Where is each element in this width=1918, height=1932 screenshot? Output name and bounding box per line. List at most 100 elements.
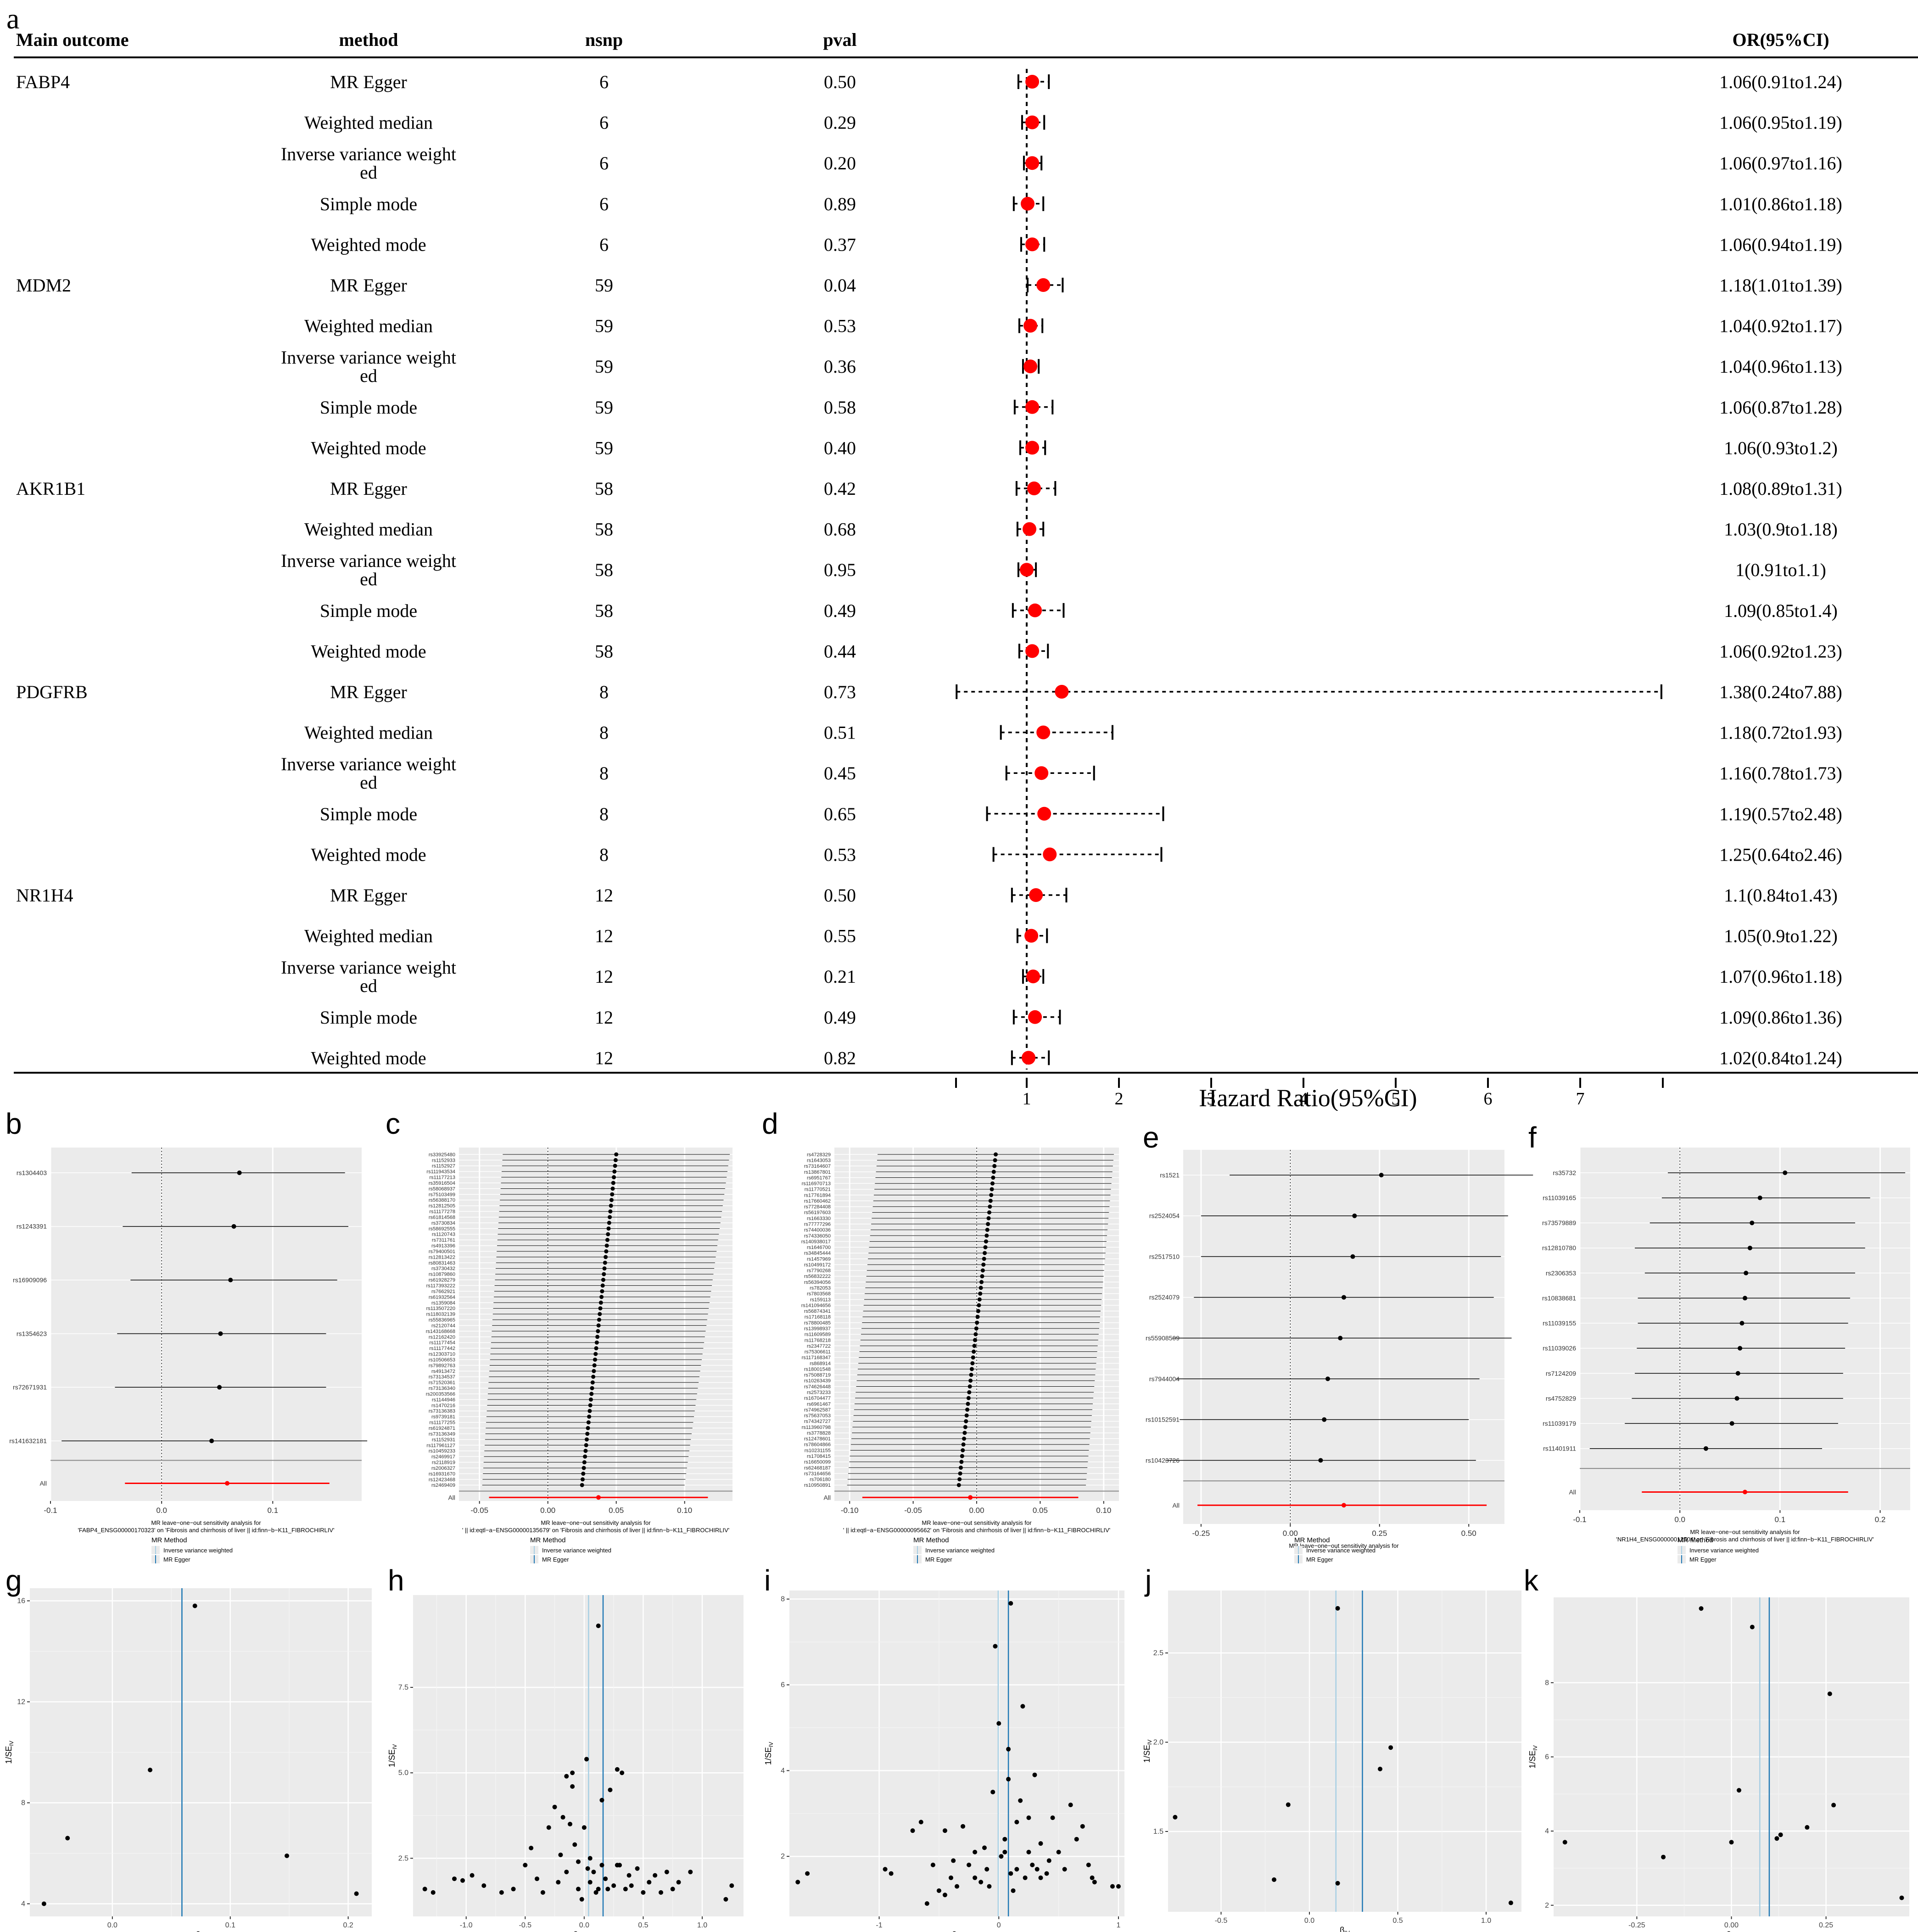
snp-label: rs12423468	[429, 1477, 455, 1483]
or-point	[1020, 563, 1034, 577]
x-tick-label: 1	[1117, 1921, 1121, 1929]
axis-tick-label: 4	[1299, 1089, 1308, 1109]
axis-tick-label: 1	[1023, 1089, 1031, 1109]
plot-title: MR leave−one−out sensitivity analysis fo…	[922, 1519, 1032, 1526]
data-point	[1116, 1884, 1121, 1889]
snp-point	[588, 1397, 593, 1402]
pval-value: 0.45	[824, 763, 856, 784]
snp-label: rs56874341	[804, 1309, 831, 1314]
data-point	[1050, 1815, 1055, 1820]
method-label: Inverse variance weight ed	[281, 957, 456, 996]
loo-panel-c: c rs33925480rs1152933rs1152927rs111943534…	[386, 1107, 733, 1534]
y-tick-label: 2	[781, 1853, 785, 1860]
legend-title: MR Method	[1294, 1536, 1330, 1544]
snp-point	[237, 1170, 242, 1175]
data-point	[585, 1866, 590, 1871]
data-point	[1562, 1840, 1567, 1845]
snp-label: rs706180	[810, 1477, 831, 1483]
all-label: All	[1172, 1501, 1180, 1509]
snp-label: rs61928279	[429, 1277, 455, 1283]
snp-point	[606, 1232, 610, 1237]
pval-value: 0.04	[824, 275, 856, 296]
all-point	[968, 1495, 973, 1500]
snp-label: rs2469409	[431, 1483, 455, 1488]
data-point	[564, 1774, 569, 1779]
axis-tick-label: 6	[1484, 1089, 1493, 1109]
snp-label: rs113507220	[426, 1306, 455, 1311]
data-point	[664, 1870, 669, 1875]
or-point	[1026, 969, 1040, 984]
snp-label: rs3730432	[431, 1266, 455, 1271]
data-point	[1034, 1867, 1040, 1872]
data-point	[470, 1873, 475, 1878]
snp-point	[594, 1346, 598, 1350]
snp-point	[1352, 1213, 1357, 1218]
method-label: Weighted median	[304, 519, 433, 540]
data-point	[1002, 1849, 1007, 1854]
snp-label: rs2469917	[431, 1454, 455, 1460]
snp-point	[601, 1277, 605, 1282]
all-point	[225, 1481, 230, 1486]
snp-label: rs18001548	[804, 1366, 831, 1372]
nsnp-value: 8	[599, 763, 609, 784]
or-ci-text: 1.08(0.89to1.31)	[1719, 478, 1842, 499]
data-point	[552, 1804, 557, 1809]
all-point	[596, 1495, 601, 1500]
snp-point	[990, 1181, 995, 1186]
data-point	[641, 1890, 646, 1895]
snp-label: rs73579889	[1542, 1219, 1576, 1226]
snp-point	[957, 1477, 962, 1482]
data-point	[1805, 1825, 1810, 1830]
snp-point	[603, 1260, 607, 1265]
snp-label: rs56832222	[804, 1274, 831, 1279]
plot-subtitle: ' || id:eqtl−a−ENSG00000095662' on 'Fibr…	[843, 1527, 1111, 1534]
or-point	[1027, 482, 1041, 495]
x-tick-label: 0.25	[1372, 1529, 1387, 1538]
snp-point	[962, 1431, 967, 1435]
data-point	[596, 1624, 601, 1629]
snp-point	[975, 1315, 980, 1319]
plot-background	[1168, 1590, 1521, 1912]
data-point	[556, 1880, 561, 1885]
snp-label: rs7790268	[807, 1268, 831, 1274]
snp-label: rs16704477	[804, 1396, 831, 1401]
pval-value: 0.44	[824, 641, 856, 661]
data-point	[285, 1854, 290, 1858]
snp-point	[583, 1454, 587, 1459]
axis-tick-label: 7	[1576, 1089, 1585, 1109]
snp-point	[986, 1222, 990, 1226]
or-ci-text: 1.18(1.01to1.39)	[1719, 275, 1842, 296]
snp-point	[583, 1449, 588, 1453]
data-point	[584, 1757, 589, 1762]
snp-label: rs56388170	[429, 1198, 455, 1203]
or-point	[1036, 278, 1051, 292]
snp-point	[993, 1158, 997, 1163]
data-point	[1032, 1772, 1037, 1777]
x-axis-title: βIV	[196, 1930, 206, 1932]
data-point	[568, 1821, 572, 1826]
snp-point	[580, 1477, 585, 1482]
data-point	[1090, 1875, 1095, 1880]
or-point	[1025, 115, 1040, 129]
snp-point	[965, 1407, 970, 1412]
or-ci-text: 1.04(0.92to1.17)	[1719, 316, 1842, 336]
x-tick-label: -0.25	[1192, 1529, 1210, 1538]
nsnp-value: 6	[599, 72, 609, 92]
snp-point	[994, 1152, 998, 1157]
nsnp-value: 59	[595, 316, 613, 336]
data-point	[587, 1856, 593, 1861]
data-point	[723, 1897, 728, 1902]
data-point	[1729, 1840, 1734, 1845]
or-point	[1025, 441, 1040, 455]
snp-point	[961, 1448, 965, 1453]
data-point	[647, 1880, 652, 1885]
data-point	[883, 1867, 888, 1872]
snp-point	[1783, 1170, 1788, 1175]
snp-label: rs1457969	[807, 1256, 831, 1262]
data-point	[1080, 1824, 1085, 1829]
snp-label: rs1646700	[807, 1245, 831, 1250]
data-point	[576, 1859, 581, 1864]
y-tick-label: 4	[21, 1900, 25, 1908]
data-point	[623, 1887, 628, 1892]
snp-label: rs141094656	[801, 1303, 831, 1308]
